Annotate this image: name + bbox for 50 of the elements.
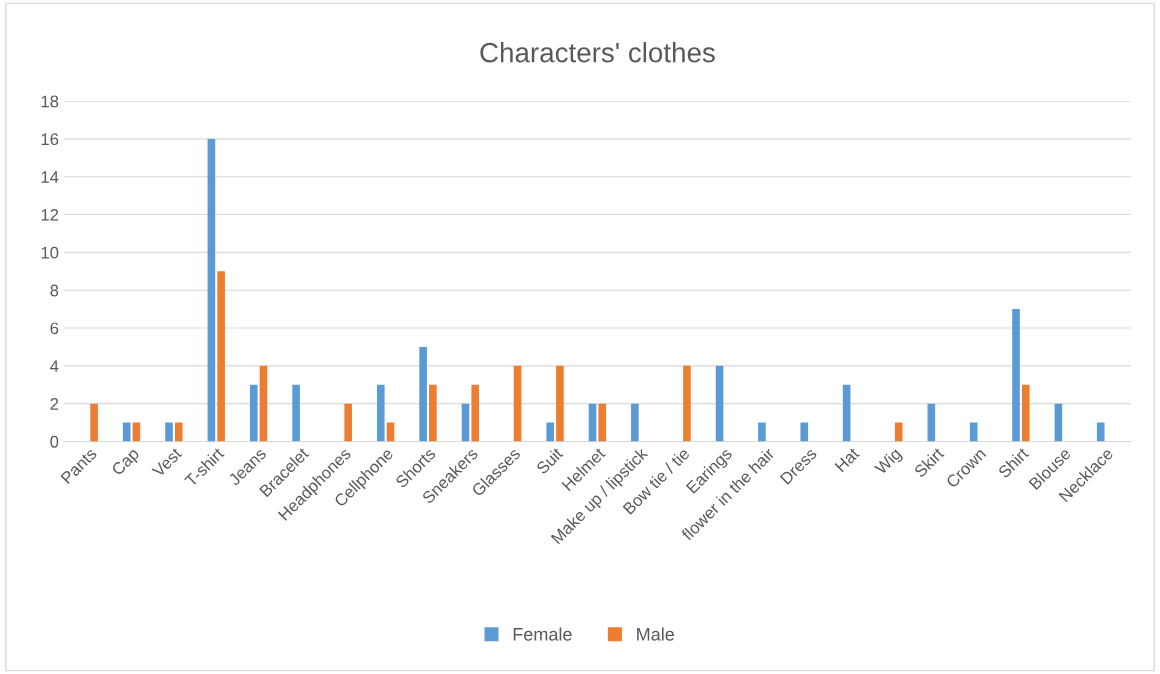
legend-label: Male bbox=[637, 627, 675, 641]
bar bbox=[461, 403, 470, 442]
bar bbox=[683, 365, 691, 442]
bar bbox=[165, 422, 173, 442]
x-tick-label: Vest bbox=[151, 446, 183, 478]
y-tick-label: 14 bbox=[41, 171, 59, 183]
bar bbox=[429, 384, 437, 442]
bar bbox=[344, 403, 352, 442]
bar bbox=[217, 271, 225, 442]
y-tick-label: 10 bbox=[41, 246, 59, 259]
bar bbox=[376, 384, 385, 442]
bar bbox=[631, 403, 639, 442]
bar bbox=[122, 422, 131, 442]
bar bbox=[207, 138, 216, 442]
bar bbox=[546, 422, 554, 442]
bar bbox=[800, 422, 809, 442]
bar bbox=[588, 403, 597, 442]
bar bbox=[419, 346, 427, 442]
bar bbox=[758, 422, 766, 442]
y-tick-label: 4 bbox=[50, 360, 59, 372]
bar bbox=[292, 384, 300, 442]
y-tick-label: 8 bbox=[50, 284, 59, 297]
y-tick-label: 18 bbox=[41, 95, 59, 108]
bar bbox=[842, 384, 851, 442]
bar bbox=[556, 365, 564, 442]
legend-label: Female bbox=[513, 627, 572, 641]
bar bbox=[1012, 309, 1020, 442]
bar bbox=[598, 403, 607, 442]
bar bbox=[715, 365, 724, 442]
bar bbox=[259, 365, 268, 442]
bar bbox=[1096, 422, 1105, 442]
y-tick-label: 12 bbox=[41, 208, 59, 221]
bar bbox=[1054, 403, 1063, 442]
x-tick-label: Suit bbox=[535, 446, 564, 475]
y-tick-label: 0 bbox=[50, 435, 59, 448]
y-tick-label: 2 bbox=[50, 398, 59, 410]
bar bbox=[471, 384, 480, 442]
y-tick-label: 16 bbox=[41, 133, 59, 146]
bar bbox=[1021, 384, 1030, 442]
y-tick-label: 6 bbox=[50, 322, 59, 335]
x-tick-label: Cap bbox=[110, 447, 143, 479]
bar bbox=[894, 422, 903, 442]
chart-title: Characters' clothes bbox=[480, 42, 715, 63]
bar bbox=[90, 403, 98, 442]
x-tick-label: Wig bbox=[873, 447, 905, 478]
bar bbox=[513, 365, 522, 442]
bar bbox=[249, 384, 258, 442]
bar bbox=[927, 403, 936, 442]
x-tick-label: Hat bbox=[834, 446, 861, 473]
bar bbox=[174, 422, 183, 442]
